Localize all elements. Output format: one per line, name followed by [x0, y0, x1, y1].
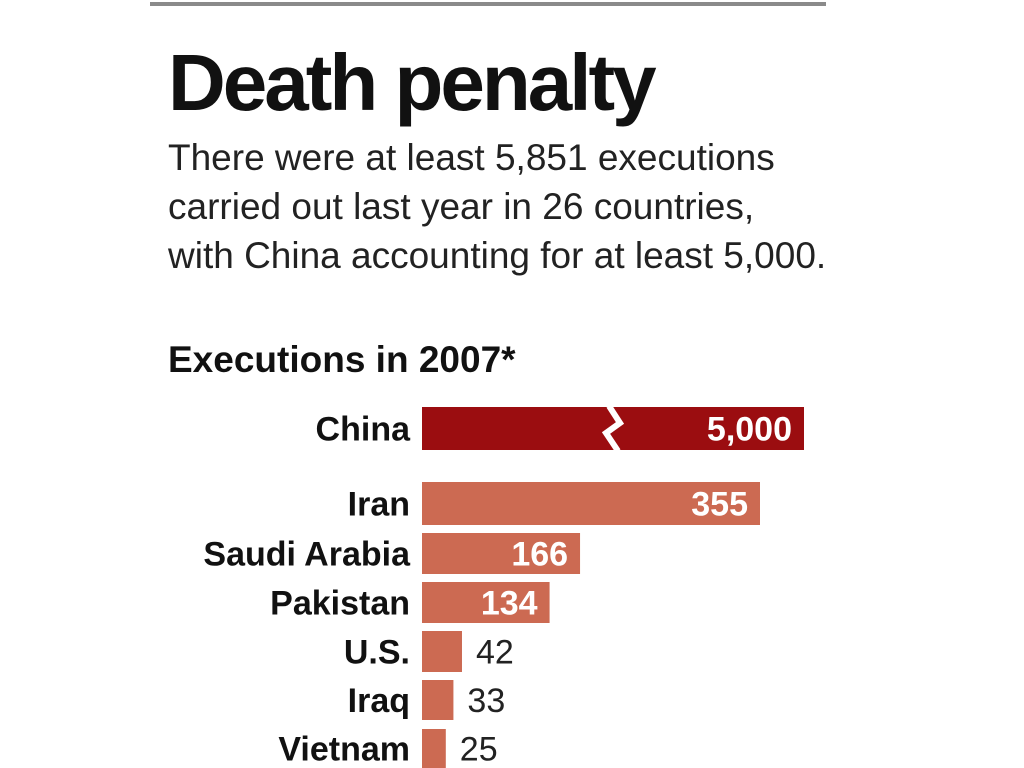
bar-iraq — [422, 680, 454, 720]
chart-title: Executions in 2007* — [168, 339, 516, 380]
bar-u-s — [422, 631, 462, 672]
value-label-iran: 355 — [691, 486, 748, 524]
category-label-u-s: U.S. — [344, 634, 410, 672]
category-label-vietnam: Vietnam — [278, 731, 410, 768]
value-label-vietnam: 25 — [460, 731, 498, 768]
value-label-u-s: 42 — [476, 634, 514, 672]
category-label-iraq: Iraq — [348, 682, 410, 720]
category-label-saudi-arabia: Saudi Arabia — [203, 536, 411, 574]
bar-iran — [422, 482, 760, 525]
top-rule — [150, 2, 826, 6]
bar-saudi-arabia — [422, 533, 581, 574]
page-title: Death penalty — [168, 38, 657, 127]
value-label-iraq: 33 — [467, 682, 505, 720]
value-label-china: 5,000 — [707, 411, 792, 449]
bar-pakistan — [422, 582, 550, 623]
category-label-iran: Iran — [348, 486, 410, 524]
bar-vietnam — [422, 729, 446, 768]
axis-break-mark — [601, 404, 625, 453]
value-label-saudi-arabia: 166 — [511, 536, 568, 574]
page-subtitle: There were at least 5,851 executions car… — [168, 137, 827, 276]
value-label-pakistan: 134 — [481, 585, 538, 623]
category-label-china: China — [316, 411, 412, 449]
category-label-pakistan: Pakistan — [270, 585, 410, 623]
